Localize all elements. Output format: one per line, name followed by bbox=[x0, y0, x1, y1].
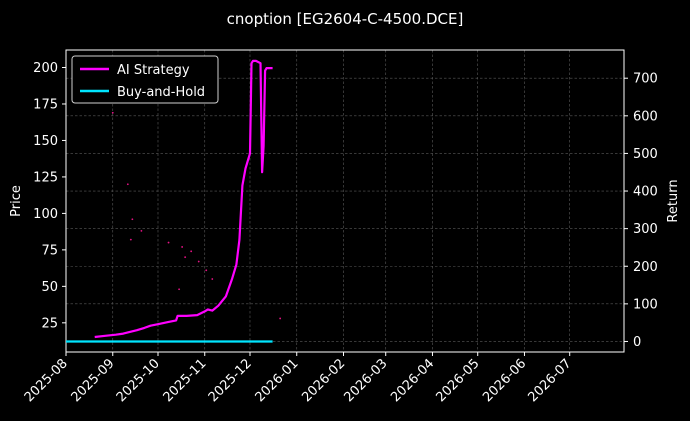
price-point bbox=[211, 278, 214, 280]
series-lines bbox=[66, 59, 273, 343]
x-tick-label: 2026-07 bbox=[526, 356, 575, 405]
right-tick-label: 0 bbox=[633, 335, 641, 350]
right-tick-label: 500 bbox=[633, 147, 658, 162]
right-tick-label: 400 bbox=[633, 185, 658, 200]
legend-label-ai-strategy: AI Strategy bbox=[117, 63, 190, 78]
price-point bbox=[129, 238, 132, 241]
price-point bbox=[197, 260, 200, 263]
price-point bbox=[167, 241, 170, 244]
left-tick-label: 175 bbox=[33, 97, 58, 112]
price-point bbox=[205, 269, 208, 272]
y-axis-label-left: Price bbox=[9, 185, 24, 217]
left-tick-label: 100 bbox=[33, 207, 58, 222]
right-axis: 0 100 200 300 400 500 600 700 bbox=[624, 72, 658, 350]
left-tick-label: 200 bbox=[33, 61, 58, 76]
x-tick-label: 2026-03 bbox=[342, 356, 391, 405]
price-scatter bbox=[111, 111, 282, 320]
right-tick-label: 200 bbox=[633, 260, 658, 275]
price-point bbox=[190, 250, 193, 253]
x-tick-label: 2025-10 bbox=[114, 356, 163, 405]
x-tick-label: 2025-12 bbox=[206, 356, 255, 405]
x-tick-label: 2026-06 bbox=[480, 356, 529, 405]
price-point bbox=[111, 111, 114, 114]
price-point bbox=[181, 246, 184, 248]
left-tick-label: 150 bbox=[33, 134, 58, 149]
x-tick-label: 2025-09 bbox=[69, 356, 118, 405]
chart-title: cnoption [EG2604-C-4500.DCE] bbox=[227, 10, 464, 28]
left-tick-label: 50 bbox=[41, 280, 58, 295]
price-point bbox=[140, 230, 143, 232]
price-point bbox=[131, 218, 134, 221]
x-tick-label: 2026-02 bbox=[299, 356, 348, 405]
right-tick-label: 100 bbox=[633, 297, 658, 312]
series-line-ai-strategy bbox=[94, 59, 273, 339]
x-tick-label: 2026-05 bbox=[434, 356, 483, 405]
legend: AI Strategy Buy-and-Hold bbox=[71, 55, 219, 104]
legend-label-buy-and-hold: Buy-and-Hold bbox=[117, 85, 205, 100]
x-tick-label: 2025-11 bbox=[161, 356, 210, 405]
plot-frame bbox=[65, 49, 625, 353]
right-tick-label: 600 bbox=[633, 109, 658, 124]
x-axis: 2025-082025-092025-102025-112025-122026-… bbox=[22, 352, 575, 405]
price-point bbox=[126, 183, 129, 186]
x-tick-label: 2026-04 bbox=[388, 356, 437, 405]
left-tick-label: 25 bbox=[41, 316, 58, 331]
x-tick-label: 2026-01 bbox=[253, 356, 302, 405]
x-tick-label: 2025-08 bbox=[22, 356, 71, 405]
y-axis-label-right: Return bbox=[666, 179, 681, 222]
right-tick-label: 300 bbox=[633, 222, 658, 237]
left-tick-label: 75 bbox=[41, 243, 58, 258]
price-point bbox=[279, 317, 282, 320]
right-tick-label: 700 bbox=[633, 72, 658, 87]
left-axis: 25 50 75 100 125 150 175 200 bbox=[33, 61, 66, 331]
price-point bbox=[178, 288, 181, 291]
left-tick-label: 125 bbox=[33, 170, 58, 185]
price-point bbox=[184, 256, 187, 259]
